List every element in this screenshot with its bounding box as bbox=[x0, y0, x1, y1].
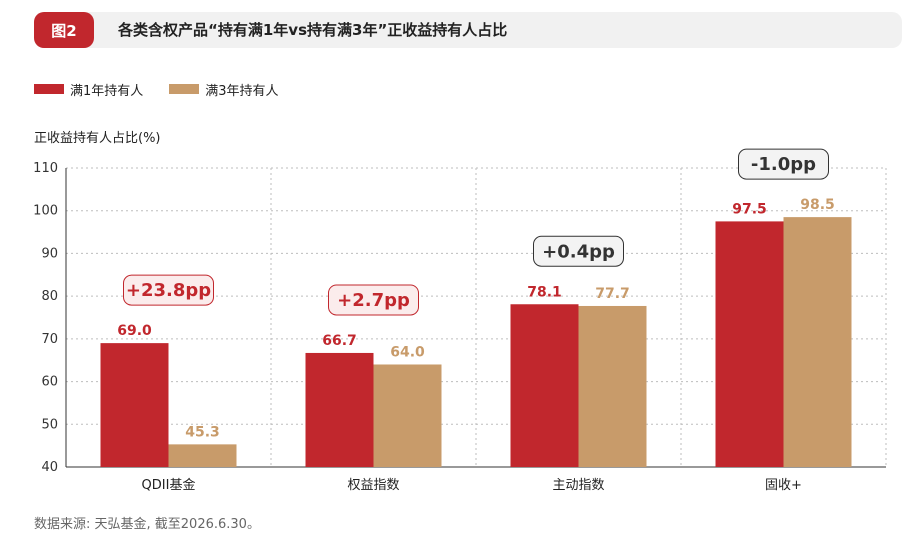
data-label-series-2-1: 64.0 bbox=[390, 344, 425, 360]
y-tick-label-40: 40 bbox=[41, 460, 58, 475]
data-label-series-1-3: 97.5 bbox=[732, 201, 767, 217]
x-tick-label-0: QDII基金 bbox=[142, 477, 196, 493]
diff-callout-box-0 bbox=[123, 274, 214, 306]
x-tick-label-2: 主动指数 bbox=[552, 478, 604, 493]
legend-swatch-series-2 bbox=[169, 84, 200, 94]
bar-series-1-1 bbox=[305, 352, 374, 467]
data-label-series-1-1: 66.7 bbox=[322, 333, 357, 349]
figure-badge: 图2 bbox=[34, 12, 94, 48]
diff-callout-box-1 bbox=[328, 284, 419, 316]
diff-callout-box-3 bbox=[738, 148, 829, 180]
data-label-series-2-0: 45.3 bbox=[185, 424, 220, 440]
source-note: 数据来源: 天弘基金, 截至2026.6.30。 bbox=[34, 517, 260, 532]
legend-label-series-2: 满3年持有人 bbox=[205, 83, 279, 99]
y-tick-label-90: 90 bbox=[41, 246, 58, 261]
data-label-series-1-0: 69.0 bbox=[117, 323, 152, 339]
bar-series-1-2 bbox=[510, 304, 579, 467]
y-tick-label-70: 70 bbox=[41, 332, 58, 347]
legend-item-series-1: 满1年持有人 bbox=[34, 80, 143, 99]
data-label-series-2-3: 98.5 bbox=[800, 197, 835, 213]
y-axis-label: 正收益持有人占比(%) bbox=[34, 131, 161, 146]
diff-callout-box-2 bbox=[533, 235, 624, 267]
y-tick-label-60: 60 bbox=[41, 375, 58, 390]
figure-header: 图2 各类含权产品“持有满1年vs持有满3年”正收益持有人占比 bbox=[34, 12, 902, 48]
data-label-series-2-2: 77.7 bbox=[595, 286, 630, 302]
diff-callout-label-0: +23.8pp bbox=[126, 280, 211, 301]
y-tick-label-100: 100 bbox=[33, 204, 58, 219]
y-tick-label-50: 50 bbox=[41, 417, 58, 432]
legend-swatch-series-1 bbox=[34, 84, 64, 94]
x-tick-label-3: 固收+ bbox=[765, 478, 802, 493]
bar-series-2-1 bbox=[373, 364, 442, 467]
diff-callout-label-3: -1.0pp bbox=[751, 154, 816, 175]
legend-item-series-2: 满3年持有人 bbox=[169, 80, 279, 99]
diff-callout-label-1: +2.7pp bbox=[337, 290, 410, 311]
figure-title: 各类含权产品“持有满1年vs持有满3年”正收益持有人占比 bbox=[118, 21, 508, 39]
x-tick-label-1: 权益指数 bbox=[347, 477, 399, 493]
bar-series-2-3 bbox=[783, 217, 852, 467]
chart-legend: 满1年持有人 满3年持有人 bbox=[34, 80, 305, 99]
bar-series-2-0 bbox=[168, 444, 237, 467]
bar-series-1-3 bbox=[715, 221, 784, 467]
legend-label-series-1: 满1年持有人 bbox=[70, 83, 144, 99]
bar-series-1-0 bbox=[100, 343, 169, 467]
y-tick-label-80: 80 bbox=[41, 289, 58, 304]
y-tick-label-110: 110 bbox=[33, 161, 58, 176]
data-label-series-1-2: 78.1 bbox=[527, 284, 562, 300]
diff-callout-label-2: +0.4pp bbox=[542, 241, 615, 262]
bar-series-2-2 bbox=[578, 305, 647, 467]
